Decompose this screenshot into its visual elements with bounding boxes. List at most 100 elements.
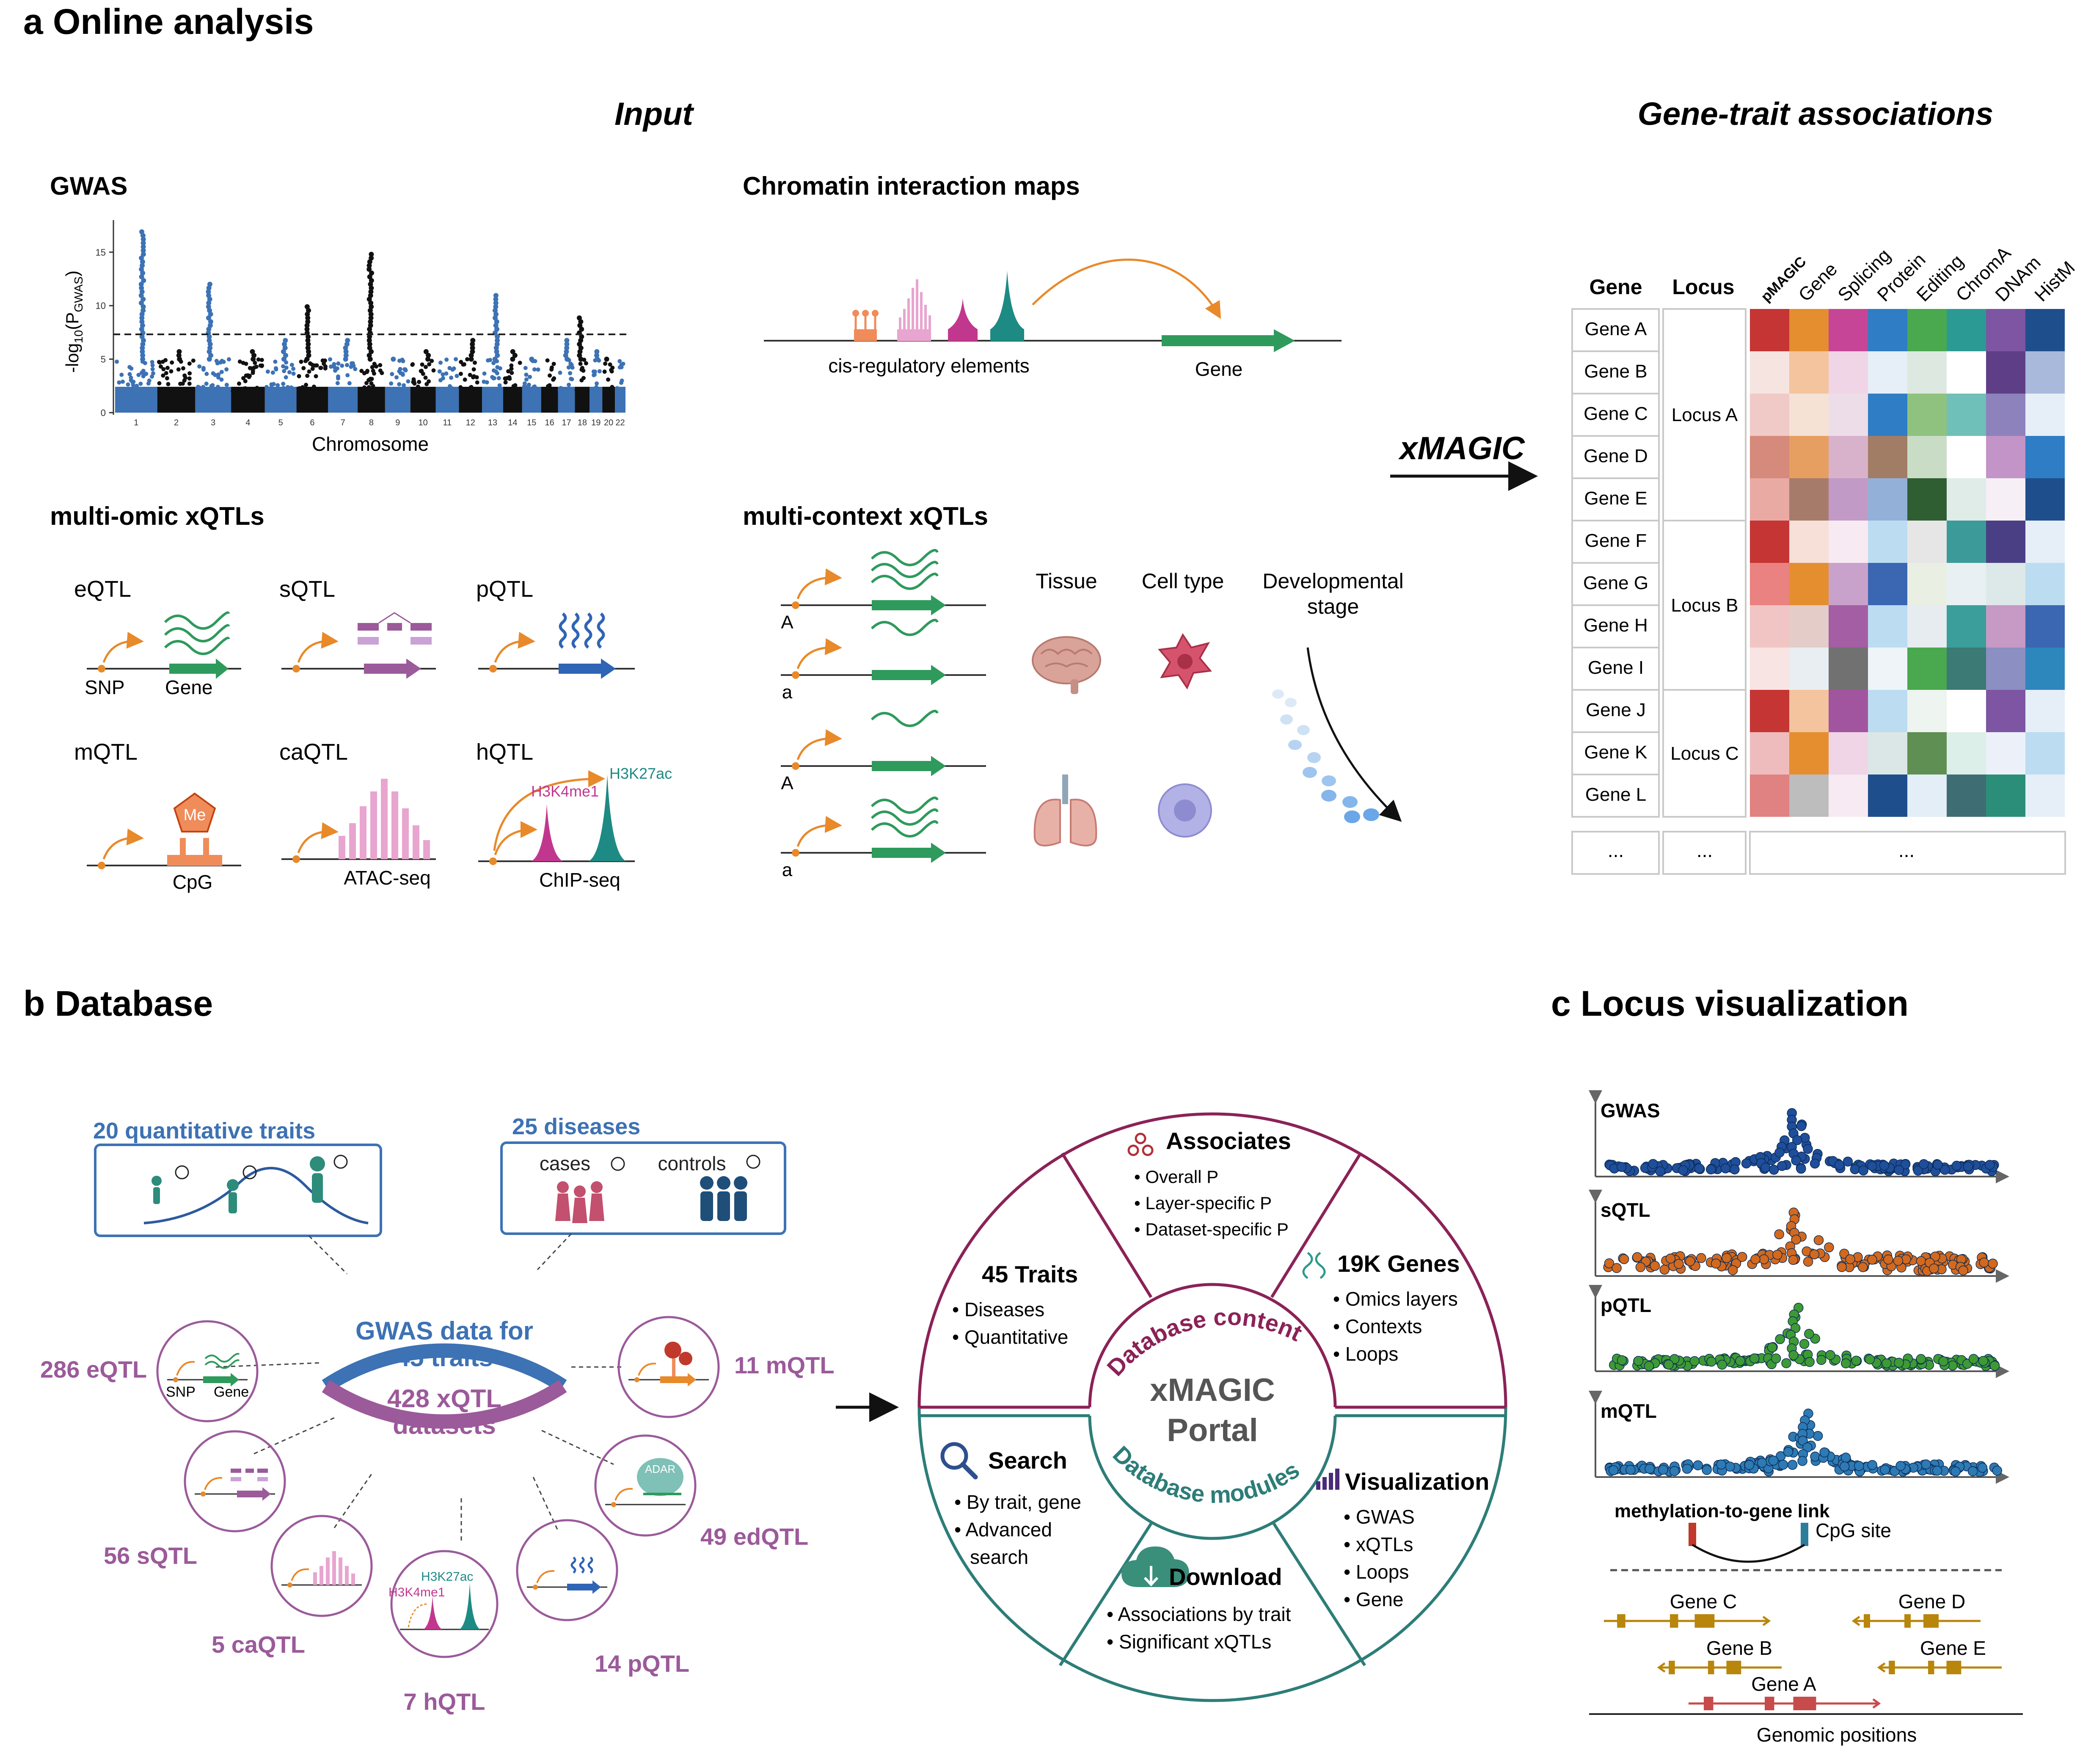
snp-point [275, 383, 280, 388]
chrom-block-10 [410, 386, 436, 413]
snp-point [437, 369, 442, 374]
chrom-block-15 [522, 386, 541, 413]
snp-point [204, 381, 209, 386]
snp-peak-point [604, 356, 609, 362]
locus-cell [1662, 689, 1747, 818]
ylabel-pre: -log [62, 343, 82, 373]
cases-label: cases [540, 1152, 590, 1174]
snp-point [214, 358, 219, 363]
snp-point [197, 364, 202, 369]
snp-point [370, 365, 375, 369]
snp-peak-point [594, 349, 600, 354]
snp-point [166, 382, 171, 386]
heatmap-cell [1907, 478, 1947, 521]
snp-point [496, 376, 501, 380]
track-point [1774, 1147, 1785, 1158]
snp-peak-point [510, 356, 515, 362]
panel-b: b Database 20 quantitative traits 25 dis… [23, 984, 1507, 1715]
snp-point [305, 373, 310, 378]
heatmap-cell [1868, 436, 1907, 478]
genes-section: 19K Genes • Omics layers • Contexts • Lo… [1302, 1250, 1460, 1365]
chrom-tick-5: 5 [278, 418, 283, 427]
track-point [1744, 1460, 1755, 1470]
multi-context-title: multi-context xQTLs [743, 502, 988, 530]
track-point [1985, 1160, 1995, 1170]
ring-blue [322, 1343, 567, 1392]
heatmap-cell [1907, 732, 1947, 775]
allele-label: a [782, 682, 793, 703]
eqtl-count: 286 eQTL [40, 1356, 147, 1383]
xmagic-arrow: xMAGIC [1390, 430, 1538, 491]
portal-wheel [917, 1112, 1507, 1702]
snp-point [416, 384, 420, 389]
snp-point [219, 388, 223, 393]
snp-point [482, 379, 486, 384]
snp-point [281, 381, 286, 386]
snp-point [243, 379, 248, 383]
track-point [1804, 1329, 1814, 1339]
snp-peak-point [391, 356, 396, 362]
satellite-circles [156, 1316, 720, 1658]
heatmap-cell [2025, 605, 2065, 648]
gene-exon [1669, 1661, 1675, 1674]
heatmap-cell [1750, 732, 1789, 775]
snp-point [548, 389, 553, 394]
track-point [1940, 1165, 1950, 1175]
snp-peak-point [140, 322, 145, 328]
chrom-tick-18: 18 [578, 418, 587, 427]
snp-point [176, 367, 181, 372]
track-point [1992, 1466, 2002, 1476]
heatmap-cell [2025, 775, 2065, 817]
snp-point [523, 366, 528, 370]
snp-point [221, 360, 226, 364]
snp-point [159, 389, 164, 394]
snp-point [215, 385, 220, 389]
me-label: Me [184, 806, 206, 824]
caqtl-count: 5 caQTL [212, 1631, 305, 1658]
genes-item-2-text: Contexts [1345, 1315, 1422, 1337]
ylabel-sub2: GWAS [72, 276, 85, 312]
chrom-tick-2: 2 [174, 418, 179, 427]
heatmap-cell [2025, 521, 2065, 563]
snp-point [158, 364, 163, 369]
snp-peak-point [207, 349, 212, 354]
heatmap-cell [1907, 563, 1947, 605]
track-point [1950, 1466, 1961, 1477]
context-arrow [796, 729, 842, 760]
gene-models: Gene C Gene D Gene B Gene E Gene A [1604, 1590, 2002, 1710]
snp-point [329, 364, 333, 369]
snp-point [135, 383, 139, 388]
heatmap-cell [1829, 351, 1868, 394]
snp-peak-point [564, 338, 570, 343]
snp-point [129, 375, 133, 380]
snp-peak-point [141, 304, 146, 309]
snp-point [506, 389, 510, 393]
snp-point [551, 361, 556, 366]
heatmap-cell [1907, 775, 1947, 817]
caqtl-label: caQTL [279, 739, 348, 765]
track-point [1658, 1464, 1668, 1475]
snp-point [475, 380, 479, 385]
snp-point [468, 372, 472, 377]
snp-point [364, 381, 369, 386]
snp-point [471, 367, 476, 372]
snp-point [577, 388, 581, 392]
track-point [1913, 1166, 1923, 1176]
snp-point [265, 369, 270, 374]
snp-point [304, 383, 309, 387]
portal-line2: Portal [1167, 1412, 1258, 1448]
snp-point [161, 367, 166, 372]
snp-point [359, 369, 364, 373]
snp-point [449, 375, 454, 380]
track-point [1655, 1166, 1665, 1177]
track-point [1781, 1358, 1791, 1368]
download-item-2: • Significant xQTLs [1107, 1631, 1271, 1653]
snp-peak-point [470, 349, 475, 354]
heatmap-cell [1789, 775, 1829, 817]
track-point [1809, 1249, 1820, 1260]
snp-point [282, 369, 287, 373]
snp-point [140, 370, 144, 375]
snp-point [390, 372, 394, 376]
track-point [1851, 1356, 1861, 1366]
snp-peak-point [140, 353, 146, 358]
